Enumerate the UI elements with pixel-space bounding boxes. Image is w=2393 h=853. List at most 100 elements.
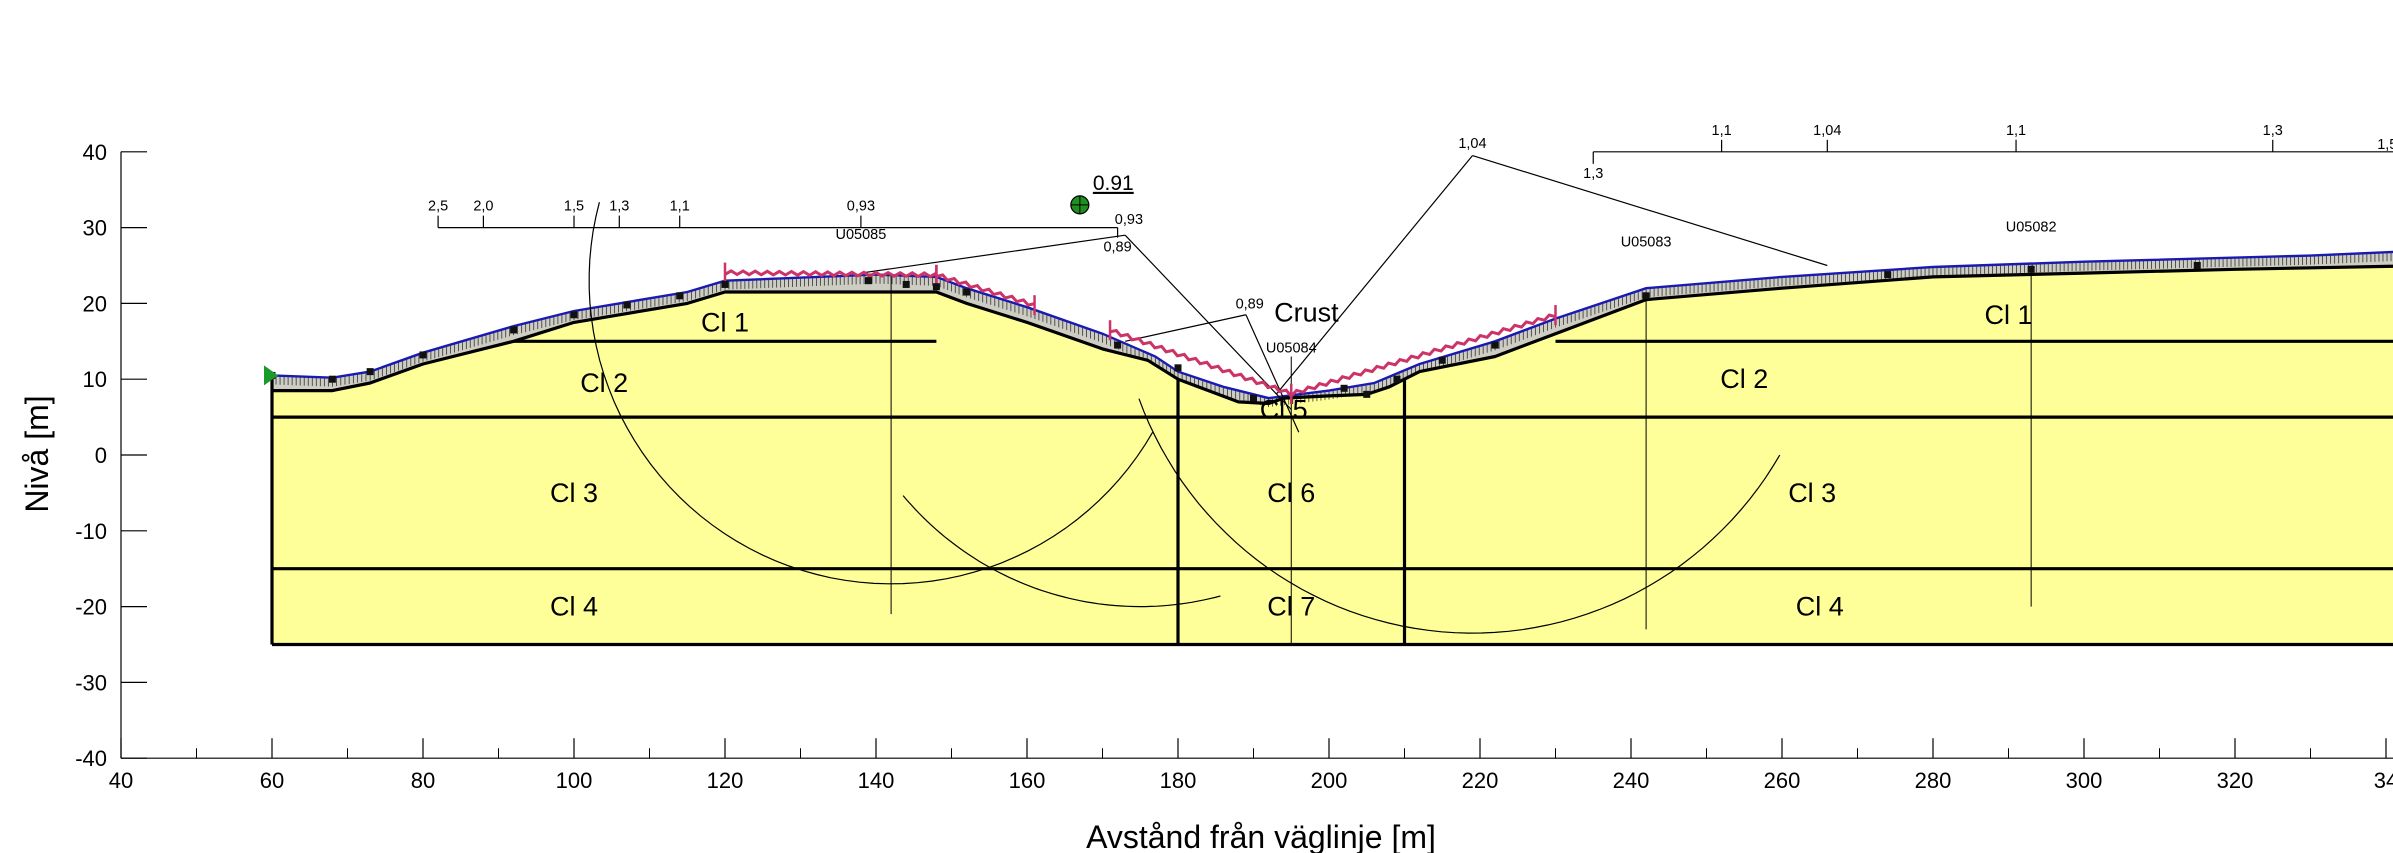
left-scale-end-label: 0,89	[1103, 240, 1131, 256]
x-tick-label-5: 120	[707, 768, 744, 793]
y-tick-label-4: 10	[83, 367, 107, 392]
node-point-12	[932, 283, 940, 291]
y-tick-label-9: -40	[75, 746, 107, 771]
node-point-24	[2027, 265, 2035, 273]
node-point-15	[1174, 364, 1182, 372]
surface-load-2	[935, 273, 1036, 307]
x-tick-label-12: 260	[1764, 768, 1801, 793]
node-point-21	[1491, 341, 1499, 349]
y-tick-label-2: 30	[83, 216, 107, 241]
node-point-25	[2193, 262, 2201, 269]
x-tick-label-2: 60	[260, 768, 284, 793]
node-point-11	[902, 280, 910, 288]
y-tick-label-3: 20	[83, 291, 107, 316]
left-scale-label-5: 1,1	[670, 199, 690, 215]
slip-radius-3-2	[1472, 155, 1828, 267]
node-point-6	[570, 311, 578, 319]
layer-label-cl-4-7: Cl 4	[550, 592, 598, 622]
x-tick-label-7: 160	[1009, 768, 1046, 793]
slip-radius-2-1	[1125, 314, 1247, 342]
x-tick-label-15: 320	[2217, 768, 2254, 793]
y-tick-label-6: -10	[75, 519, 107, 544]
node-point-14	[1114, 341, 1122, 349]
node-group	[264, 262, 2201, 402]
right-scale-end-label: 1,5	[2377, 137, 2393, 153]
node-point-18	[1363, 390, 1371, 398]
surface-load-1	[724, 269, 938, 279]
slip-radius-3-1	[1275, 155, 1473, 395]
borehole-label-4: U05082	[2006, 219, 2057, 235]
x-tick-label-8: 180	[1160, 768, 1197, 793]
node-point-13	[963, 288, 971, 296]
right-scale-label-1: 1,1	[1712, 123, 1732, 139]
node-point-3	[366, 368, 374, 376]
soil-fill-group	[272, 251, 2393, 645]
surface-load-3	[1109, 328, 1292, 397]
slip-surface-2	[902, 495, 1221, 608]
left-scale-label-4: 1,3	[609, 199, 629, 215]
right-scale-start-label: 1,3	[1583, 166, 1603, 182]
surface-load-4	[1290, 313, 1557, 397]
borehole-label-3: U05083	[1621, 235, 1672, 251]
slip-surface-3	[1138, 398, 1781, 634]
layer-label-cl-4-8: Cl 4	[1796, 592, 1844, 622]
left-scale-label-6: 0,93	[847, 199, 875, 215]
right-scale-label-2: 1,04	[1813, 123, 1841, 139]
left-scale-label-2: 2,0	[473, 199, 493, 215]
axes-group: Avstånd från väglinje [m] Nivå [m] 40 60 8…	[19, 140, 2393, 853]
y-tick-label-5: 0	[95, 443, 107, 468]
y-tick-label-8: -30	[75, 670, 107, 695]
crust-band	[272, 251, 2393, 404]
borehole-label-1: U05085	[836, 227, 887, 243]
left-scale-label-3: 1,5	[564, 199, 584, 215]
right-scale-label-3: 1,1	[2006, 123, 2026, 139]
node-point-5	[510, 326, 518, 334]
boundary-crust-base-left	[272, 290, 1285, 406]
x-tick-label-1: 40	[109, 768, 133, 793]
node-point-4	[419, 351, 427, 359]
slip-radius-2-2	[1245, 314, 1300, 433]
slip-radius-1-1	[860, 234, 1126, 274]
critical-safety-factor: 0.91	[1093, 172, 1134, 195]
safety-scale-group: 0,89 2,5 2,0 1,5 1,3 1,1 0,93 1,3 1,1 1,04 1,1 1,3 1…	[428, 123, 2393, 256]
safety-factor-label-3: 0,89	[1236, 297, 1264, 313]
safety-factor-label-2: 0,93	[1115, 212, 1143, 228]
node-point-2	[328, 375, 336, 383]
safety-factor-label-1: 1,04	[1458, 136, 1486, 152]
node-point-7	[623, 301, 631, 309]
x-tick-label-16: 34	[2374, 768, 2393, 793]
node-point-22	[1642, 292, 1650, 300]
node-point-16	[1250, 394, 1257, 402]
x-tick-label-3: 80	[411, 768, 435, 793]
layer-label-cl-3-5: Cl 3	[550, 478, 598, 508]
layer-label-cl-1-2: Cl 1	[1984, 300, 2032, 330]
ground-surface-line	[271, 250, 2393, 400]
borehole-label-2: U05084	[1266, 341, 1317, 357]
layer-label-cl-7-10: Cl 7	[1267, 592, 1315, 622]
borehole-group: U05085 U05084 U05083 U05082	[836, 219, 2057, 645]
x-tick-label-10: 220	[1462, 768, 1499, 793]
slip-radius-1-2	[1124, 234, 1292, 410]
layer-label-group: Cl 1 Cl 1 Cl 2 Cl 2 Cl 3 Cl 3 Cl 4 Cl 4 Cl 6 Cl 7…	[550, 297, 2033, 621]
soil-body	[272, 251, 2393, 645]
left-boundary-marker-icon	[264, 365, 278, 386]
node-point-19	[1393, 375, 1401, 383]
node-point-23	[1884, 271, 1892, 279]
x-tick-label-13: 280	[1915, 768, 1952, 793]
slip-surface-group: 1,04 0,93 0,89 0.91	[588, 136, 1828, 634]
layer-label-cl-1-1: Cl 1	[701, 307, 749, 337]
node-point-9	[721, 280, 729, 288]
y-tick-label-7: -20	[75, 595, 107, 620]
layer-label-cl-5-11: Cl 5	[1260, 395, 1308, 425]
surface-load-group	[723, 262, 1557, 404]
x-tick-label-4: 100	[556, 768, 593, 793]
x-tick-label-6: 140	[858, 768, 895, 793]
y-axis-title: Nivå [m]	[19, 395, 55, 512]
x-tick-label-9: 200	[1311, 768, 1348, 793]
layer-label-cl-3-6: Cl 3	[1788, 478, 1836, 508]
right-scale-label-4: 1,3	[2263, 123, 2283, 139]
node-point-8	[676, 292, 684, 300]
node-point-20	[1438, 356, 1446, 364]
x-tick-label-14: 300	[2066, 768, 2103, 793]
